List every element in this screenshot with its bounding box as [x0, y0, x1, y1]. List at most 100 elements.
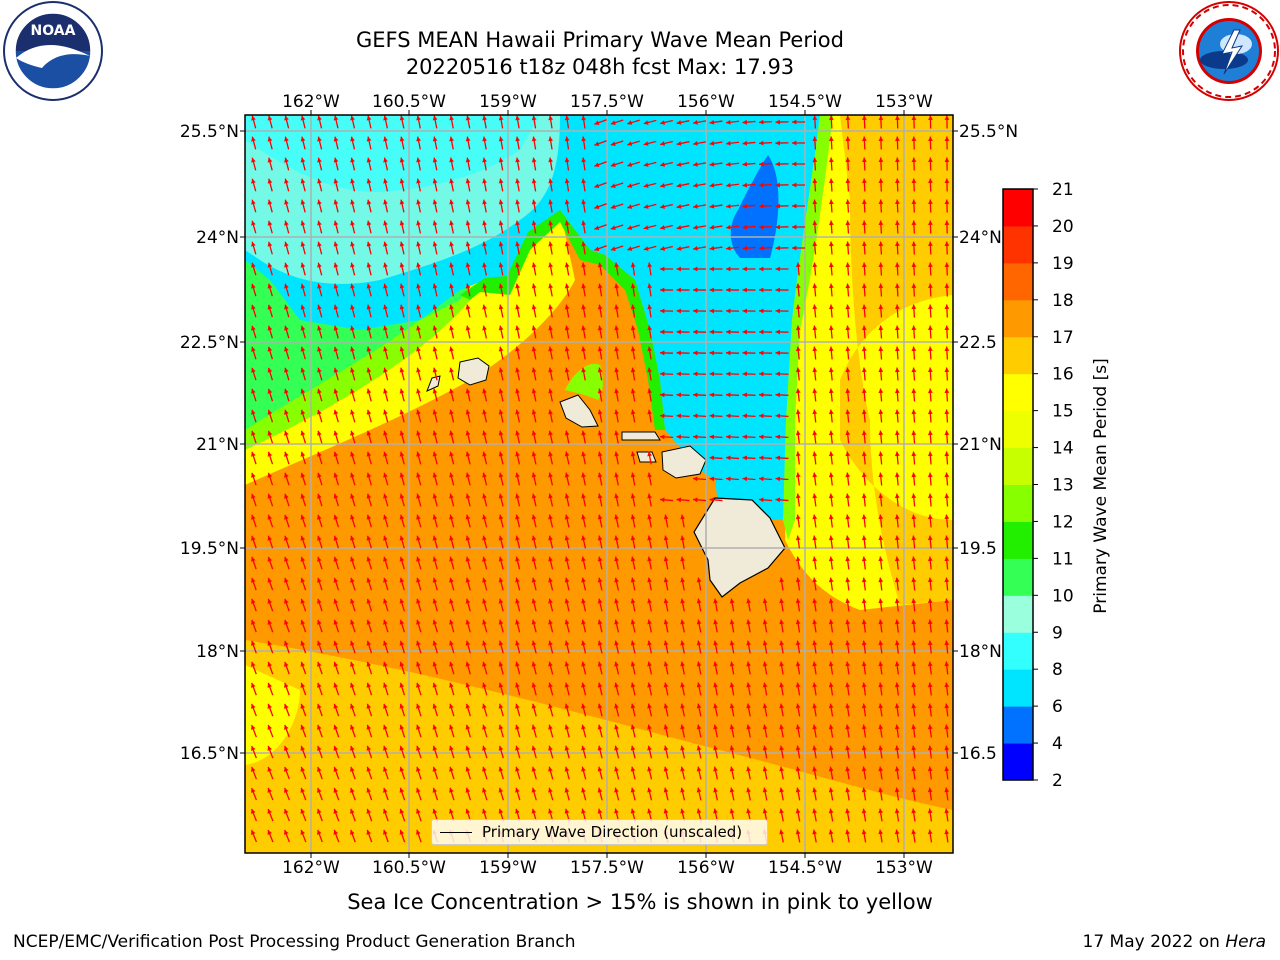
direction-arrow — [300, 703, 307, 717]
direction-arrow — [663, 703, 669, 717]
direction-arrow — [284, 598, 290, 612]
direction-arrow — [432, 577, 438, 591]
direction-arrow — [911, 577, 917, 591]
direction-arrow — [449, 514, 455, 528]
direction-arrow — [432, 346, 438, 360]
direction-arrow — [878, 829, 884, 843]
direction-arrow — [432, 325, 438, 339]
direction-arrow — [267, 808, 274, 822]
direction-arrow — [366, 724, 373, 738]
direction-arrow — [845, 472, 851, 486]
direction-arrow — [482, 619, 488, 633]
direction-arrow — [515, 661, 521, 675]
direction-arrow — [758, 266, 773, 272]
direction-arrow — [758, 350, 773, 356]
direction-arrow — [383, 640, 389, 654]
direction-arrow — [482, 472, 488, 486]
direction-arrow — [692, 497, 707, 503]
direction-arrow — [928, 262, 933, 276]
direction-arrow — [399, 367, 405, 381]
direction-arrow — [630, 640, 636, 654]
direction-arrow — [366, 178, 372, 192]
direction-arrow — [515, 346, 520, 360]
direction-arrow — [515, 241, 520, 255]
direction-arrow — [581, 640, 587, 654]
direction-arrow — [399, 472, 405, 486]
direction-arrow — [317, 493, 323, 507]
direction-arrow — [597, 724, 603, 738]
direction-arrow — [828, 451, 834, 465]
direction-arrow — [432, 703, 439, 717]
direction-arrow — [416, 724, 422, 738]
direction-arrow — [627, 119, 640, 125]
direction-arrow — [482, 451, 488, 465]
direction-arrow — [894, 640, 900, 654]
direction-arrow — [911, 325, 917, 339]
direction-arrow — [564, 724, 570, 738]
direction-arrow — [251, 262, 257, 276]
direction-arrow — [828, 241, 834, 255]
direction-arrow — [366, 661, 373, 675]
direction-arrow — [531, 640, 537, 654]
direction-arrow — [333, 577, 340, 591]
direction-arrow — [630, 787, 636, 801]
direction-arrow — [845, 157, 851, 171]
direction-arrow — [861, 829, 867, 843]
direction-arrow — [742, 224, 756, 230]
field-11-12-band — [460, 210, 665, 430]
direction-arrow — [795, 325, 801, 339]
direction-arrow — [729, 766, 735, 780]
direction-arrow — [383, 598, 389, 612]
direction-arrow — [791, 203, 806, 209]
direction-arrow — [659, 497, 674, 503]
direction-arrow — [676, 308, 690, 314]
direction-arrow — [828, 262, 834, 276]
direction-arrow — [845, 661, 851, 675]
direction-arrow — [911, 724, 917, 738]
direction-arrow — [498, 325, 504, 339]
direction-arrow — [742, 392, 756, 398]
direction-arrow — [861, 661, 867, 675]
direction-arrow — [366, 577, 373, 591]
direction-arrow — [927, 451, 933, 465]
direction-arrow — [762, 661, 768, 675]
direction-arrow — [795, 766, 801, 780]
direction-arrow — [709, 119, 723, 125]
direction-arrow — [548, 430, 553, 444]
direction-arrow — [498, 220, 504, 234]
direction-arrow — [647, 325, 653, 339]
direction-arrow — [531, 283, 537, 297]
direction-arrow — [812, 556, 818, 570]
direction-arrow — [861, 325, 867, 339]
direction-arrow — [758, 476, 773, 482]
direction-arrow — [416, 598, 422, 612]
direction-arrow — [597, 262, 603, 276]
direction-arrow — [548, 262, 553, 276]
direction-arrow — [465, 451, 471, 465]
direction-arrow — [416, 325, 422, 339]
direction-arrow — [515, 136, 521, 150]
direction-arrow — [647, 619, 652, 633]
direction-arrow — [758, 329, 773, 335]
direction-arrow — [845, 325, 851, 339]
direction-arrow — [944, 787, 950, 801]
colorbar-swatch — [1003, 743, 1033, 781]
direction-arrow — [317, 241, 323, 255]
direction-arrow — [709, 392, 723, 398]
direction-arrow — [548, 136, 554, 150]
direction-arrow — [482, 745, 488, 759]
direction-arrow — [845, 640, 851, 654]
direction-arrow — [680, 598, 685, 612]
direction-arrow — [366, 619, 373, 633]
direction-arrow — [779, 682, 784, 696]
direction-arrow — [944, 724, 950, 738]
direction-arrow — [284, 325, 290, 339]
direction-arrow — [795, 556, 801, 570]
direction-arrow — [317, 682, 323, 696]
direction-arrow — [581, 220, 587, 234]
direction-arrow — [775, 161, 789, 167]
direction-arrow — [333, 598, 340, 612]
direction-arrow — [531, 325, 537, 339]
direction-arrow — [548, 535, 554, 549]
colorbar-tick-label: 20 — [1052, 217, 1074, 237]
